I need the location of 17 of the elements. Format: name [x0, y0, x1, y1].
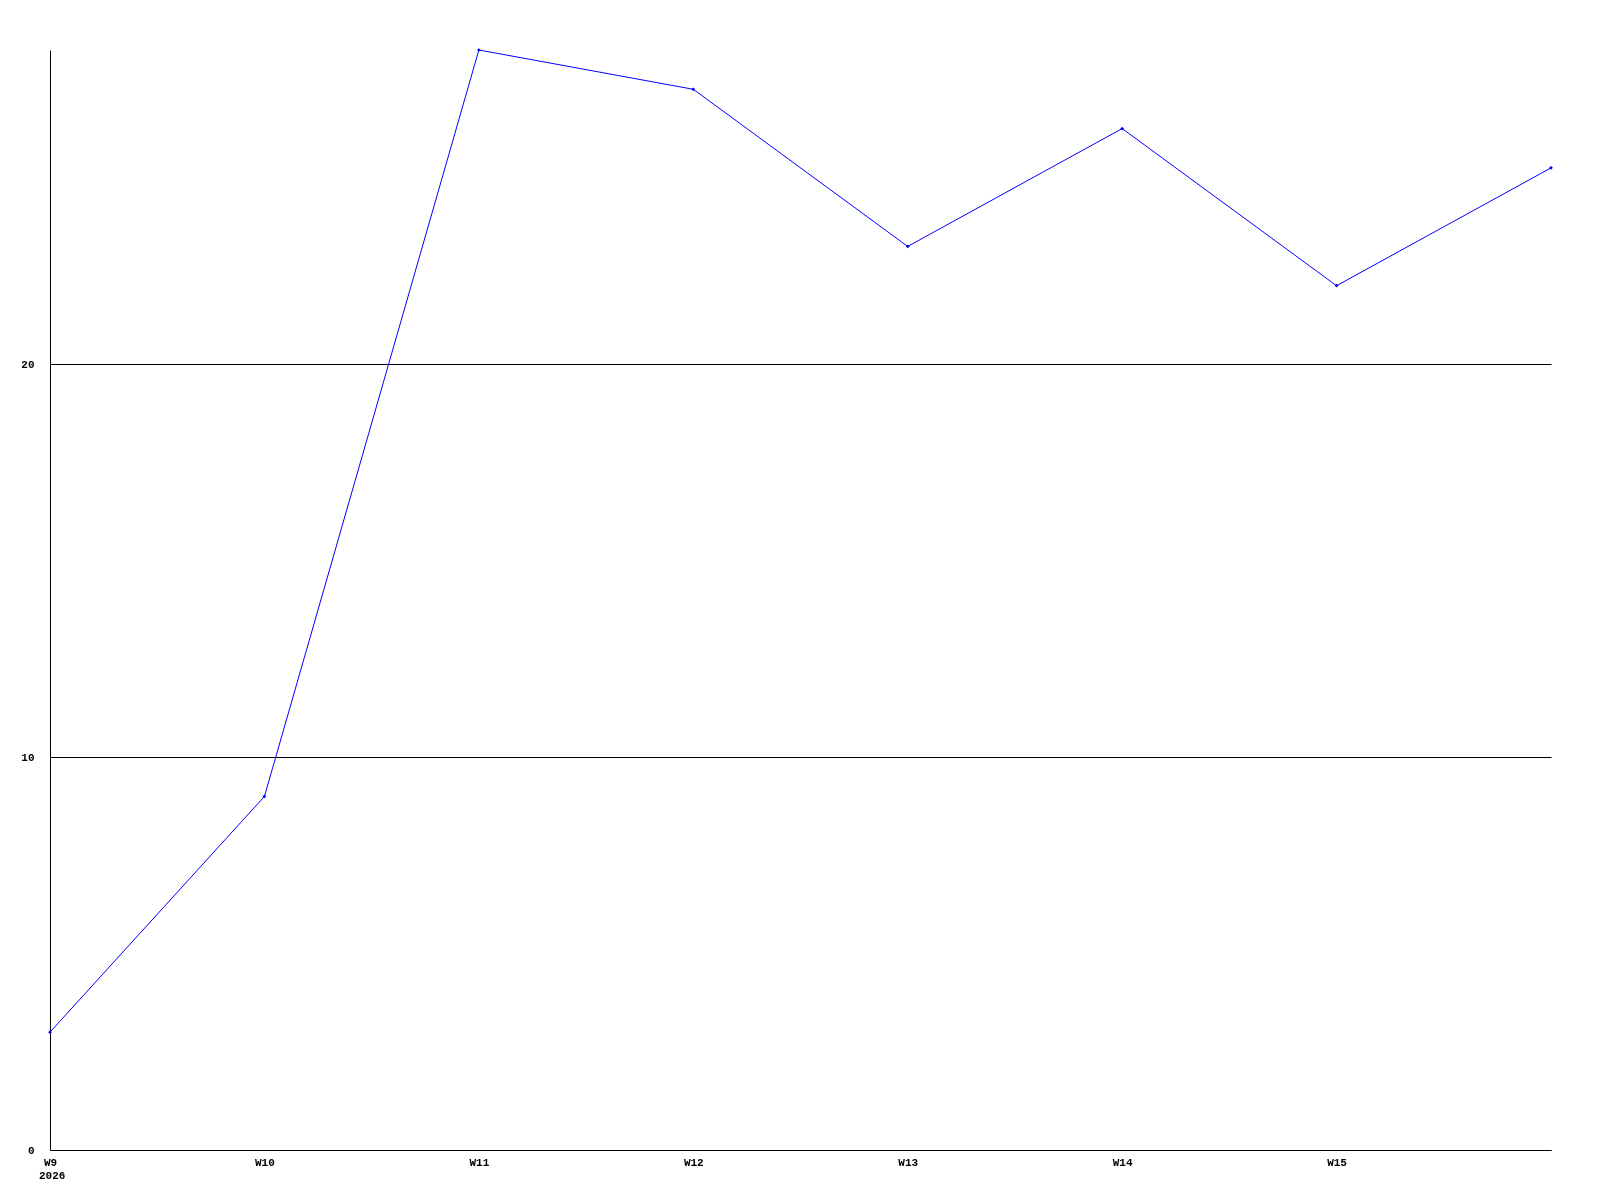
point — [905, 244, 910, 249]
y-tick-label: 20 — [21, 358, 35, 371]
point — [476, 48, 481, 52]
x-tick-label: W12 — [683, 1156, 704, 1169]
x-tick-label: W13 — [898, 1156, 919, 1169]
y-tick-label: 0 — [27, 1144, 35, 1157]
y-tick-label: 10 — [21, 751, 35, 764]
point — [1120, 126, 1125, 131]
text: 2026 — [39, 1170, 66, 1182]
x-tick-label: W14 — [1112, 1156, 1133, 1169]
x-tick-label: W9 — [43, 1156, 58, 1169]
x-tick-label: W11 — [469, 1156, 490, 1169]
x-tick-label: W15 — [1327, 1156, 1348, 1169]
point — [48, 1030, 52, 1035]
point — [1549, 165, 1553, 170]
point — [1334, 283, 1339, 288]
x-tick-label: W10 — [255, 1156, 275, 1169]
